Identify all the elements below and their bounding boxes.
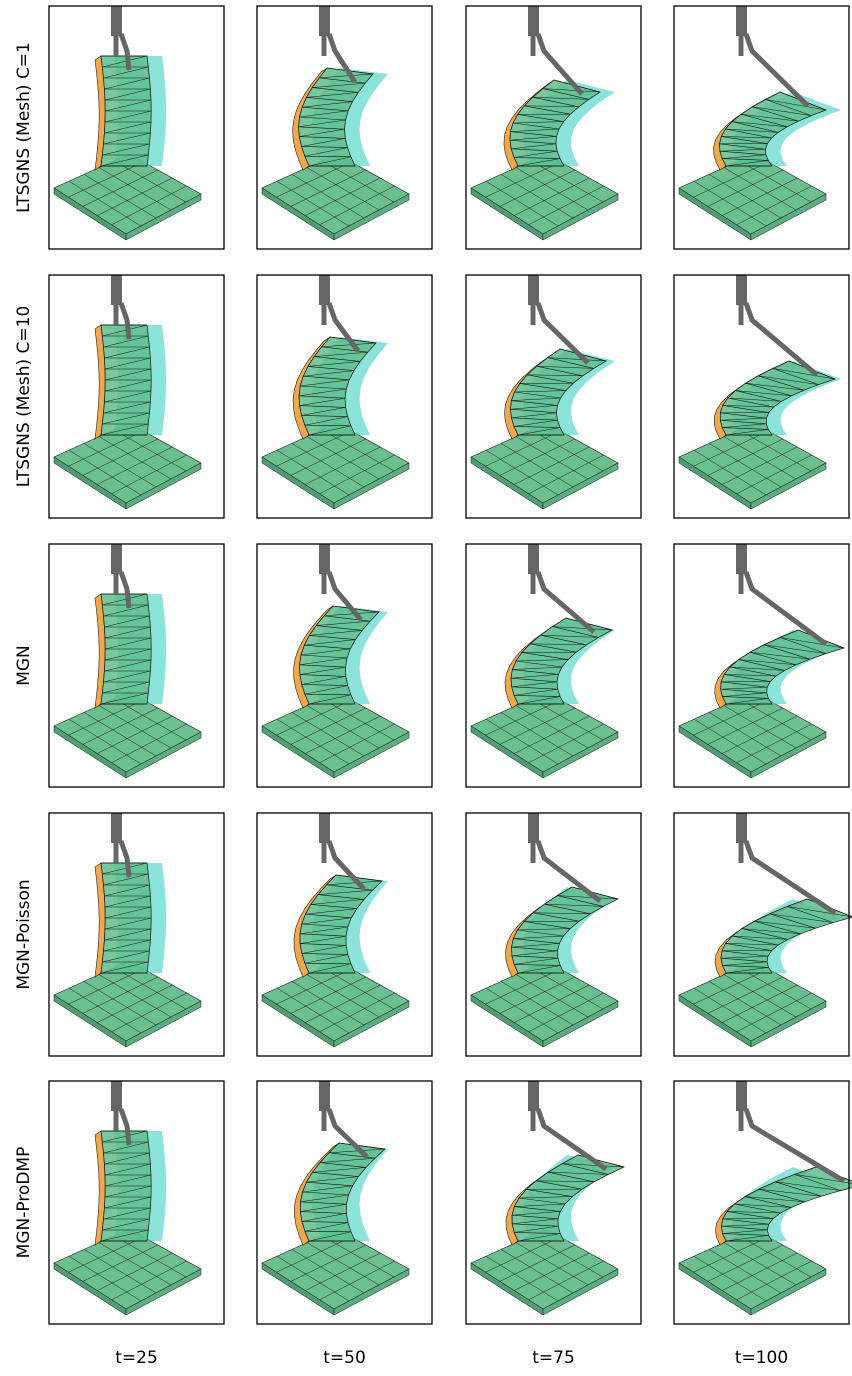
scene bbox=[471, 1081, 624, 1315]
figure: LTSGNS (Mesh) C=1 LTSGNS (Mesh) C=10 MGN MG… bbox=[0, 0, 852, 1372]
panel bbox=[674, 813, 852, 1056]
row-label: LTSGNS (Mesh) C=1 bbox=[14, 42, 34, 213]
gripper bbox=[111, 6, 122, 36]
scene bbox=[679, 6, 841, 240]
row-label: MGN-ProDMP bbox=[14, 1147, 34, 1259]
panel bbox=[49, 813, 224, 1056]
panel bbox=[49, 275, 224, 518]
panel bbox=[466, 544, 641, 787]
scene bbox=[679, 1081, 852, 1315]
panel bbox=[674, 275, 849, 518]
scene bbox=[471, 813, 618, 1047]
scene bbox=[262, 544, 409, 778]
scene bbox=[54, 6, 201, 240]
row-label: MGN-Poisson bbox=[14, 879, 34, 989]
gripper bbox=[528, 1081, 539, 1111]
panel bbox=[49, 6, 224, 249]
panel bbox=[257, 813, 432, 1056]
column-label: t=75 bbox=[532, 1348, 575, 1368]
prediction bbox=[510, 80, 600, 166]
gripper bbox=[736, 1081, 747, 1111]
gripper bbox=[319, 6, 330, 36]
gripper bbox=[528, 544, 539, 574]
gripper bbox=[528, 813, 539, 843]
column-label: t=100 bbox=[735, 1348, 788, 1368]
scene bbox=[262, 813, 409, 1047]
gripper bbox=[319, 813, 330, 843]
panel bbox=[49, 544, 224, 787]
gripper-arm bbox=[746, 572, 826, 644]
gripper bbox=[528, 275, 539, 305]
scene bbox=[679, 813, 852, 1047]
gripper bbox=[319, 1081, 330, 1111]
gripper bbox=[111, 544, 122, 574]
gripper bbox=[736, 813, 747, 843]
scene bbox=[54, 544, 201, 778]
gripper bbox=[111, 813, 122, 843]
panel bbox=[674, 544, 849, 787]
scene bbox=[471, 6, 618, 240]
row-label: LTSGNS (Mesh) C=10 bbox=[14, 306, 34, 488]
scene bbox=[262, 1081, 409, 1315]
panel bbox=[466, 813, 641, 1056]
panel bbox=[466, 275, 641, 518]
scene bbox=[471, 275, 618, 509]
scene bbox=[679, 275, 841, 509]
scene bbox=[262, 6, 409, 240]
panel bbox=[466, 6, 641, 249]
gripper bbox=[736, 6, 747, 36]
row-label: MGN bbox=[14, 645, 34, 686]
prediction bbox=[510, 349, 606, 435]
scene bbox=[471, 544, 618, 778]
gripper bbox=[319, 275, 330, 305]
panel bbox=[49, 1081, 224, 1324]
column-label: t=50 bbox=[323, 1348, 366, 1368]
column-label: t=25 bbox=[115, 1348, 158, 1368]
prediction bbox=[721, 1167, 852, 1241]
panel bbox=[257, 1081, 432, 1324]
gripper bbox=[319, 544, 330, 574]
panel bbox=[674, 1081, 852, 1324]
scene bbox=[54, 275, 201, 509]
scene bbox=[54, 1081, 201, 1315]
panel bbox=[466, 1081, 641, 1324]
gripper bbox=[111, 1081, 122, 1111]
panel bbox=[674, 6, 849, 249]
panel bbox=[257, 544, 432, 787]
scene bbox=[679, 544, 844, 778]
gripper bbox=[736, 544, 747, 574]
panel bbox=[257, 275, 432, 518]
gripper bbox=[111, 275, 122, 305]
gripper bbox=[736, 275, 747, 305]
scene bbox=[54, 813, 201, 1047]
scene bbox=[262, 275, 409, 509]
panel bbox=[257, 6, 432, 249]
gripper bbox=[528, 6, 539, 36]
